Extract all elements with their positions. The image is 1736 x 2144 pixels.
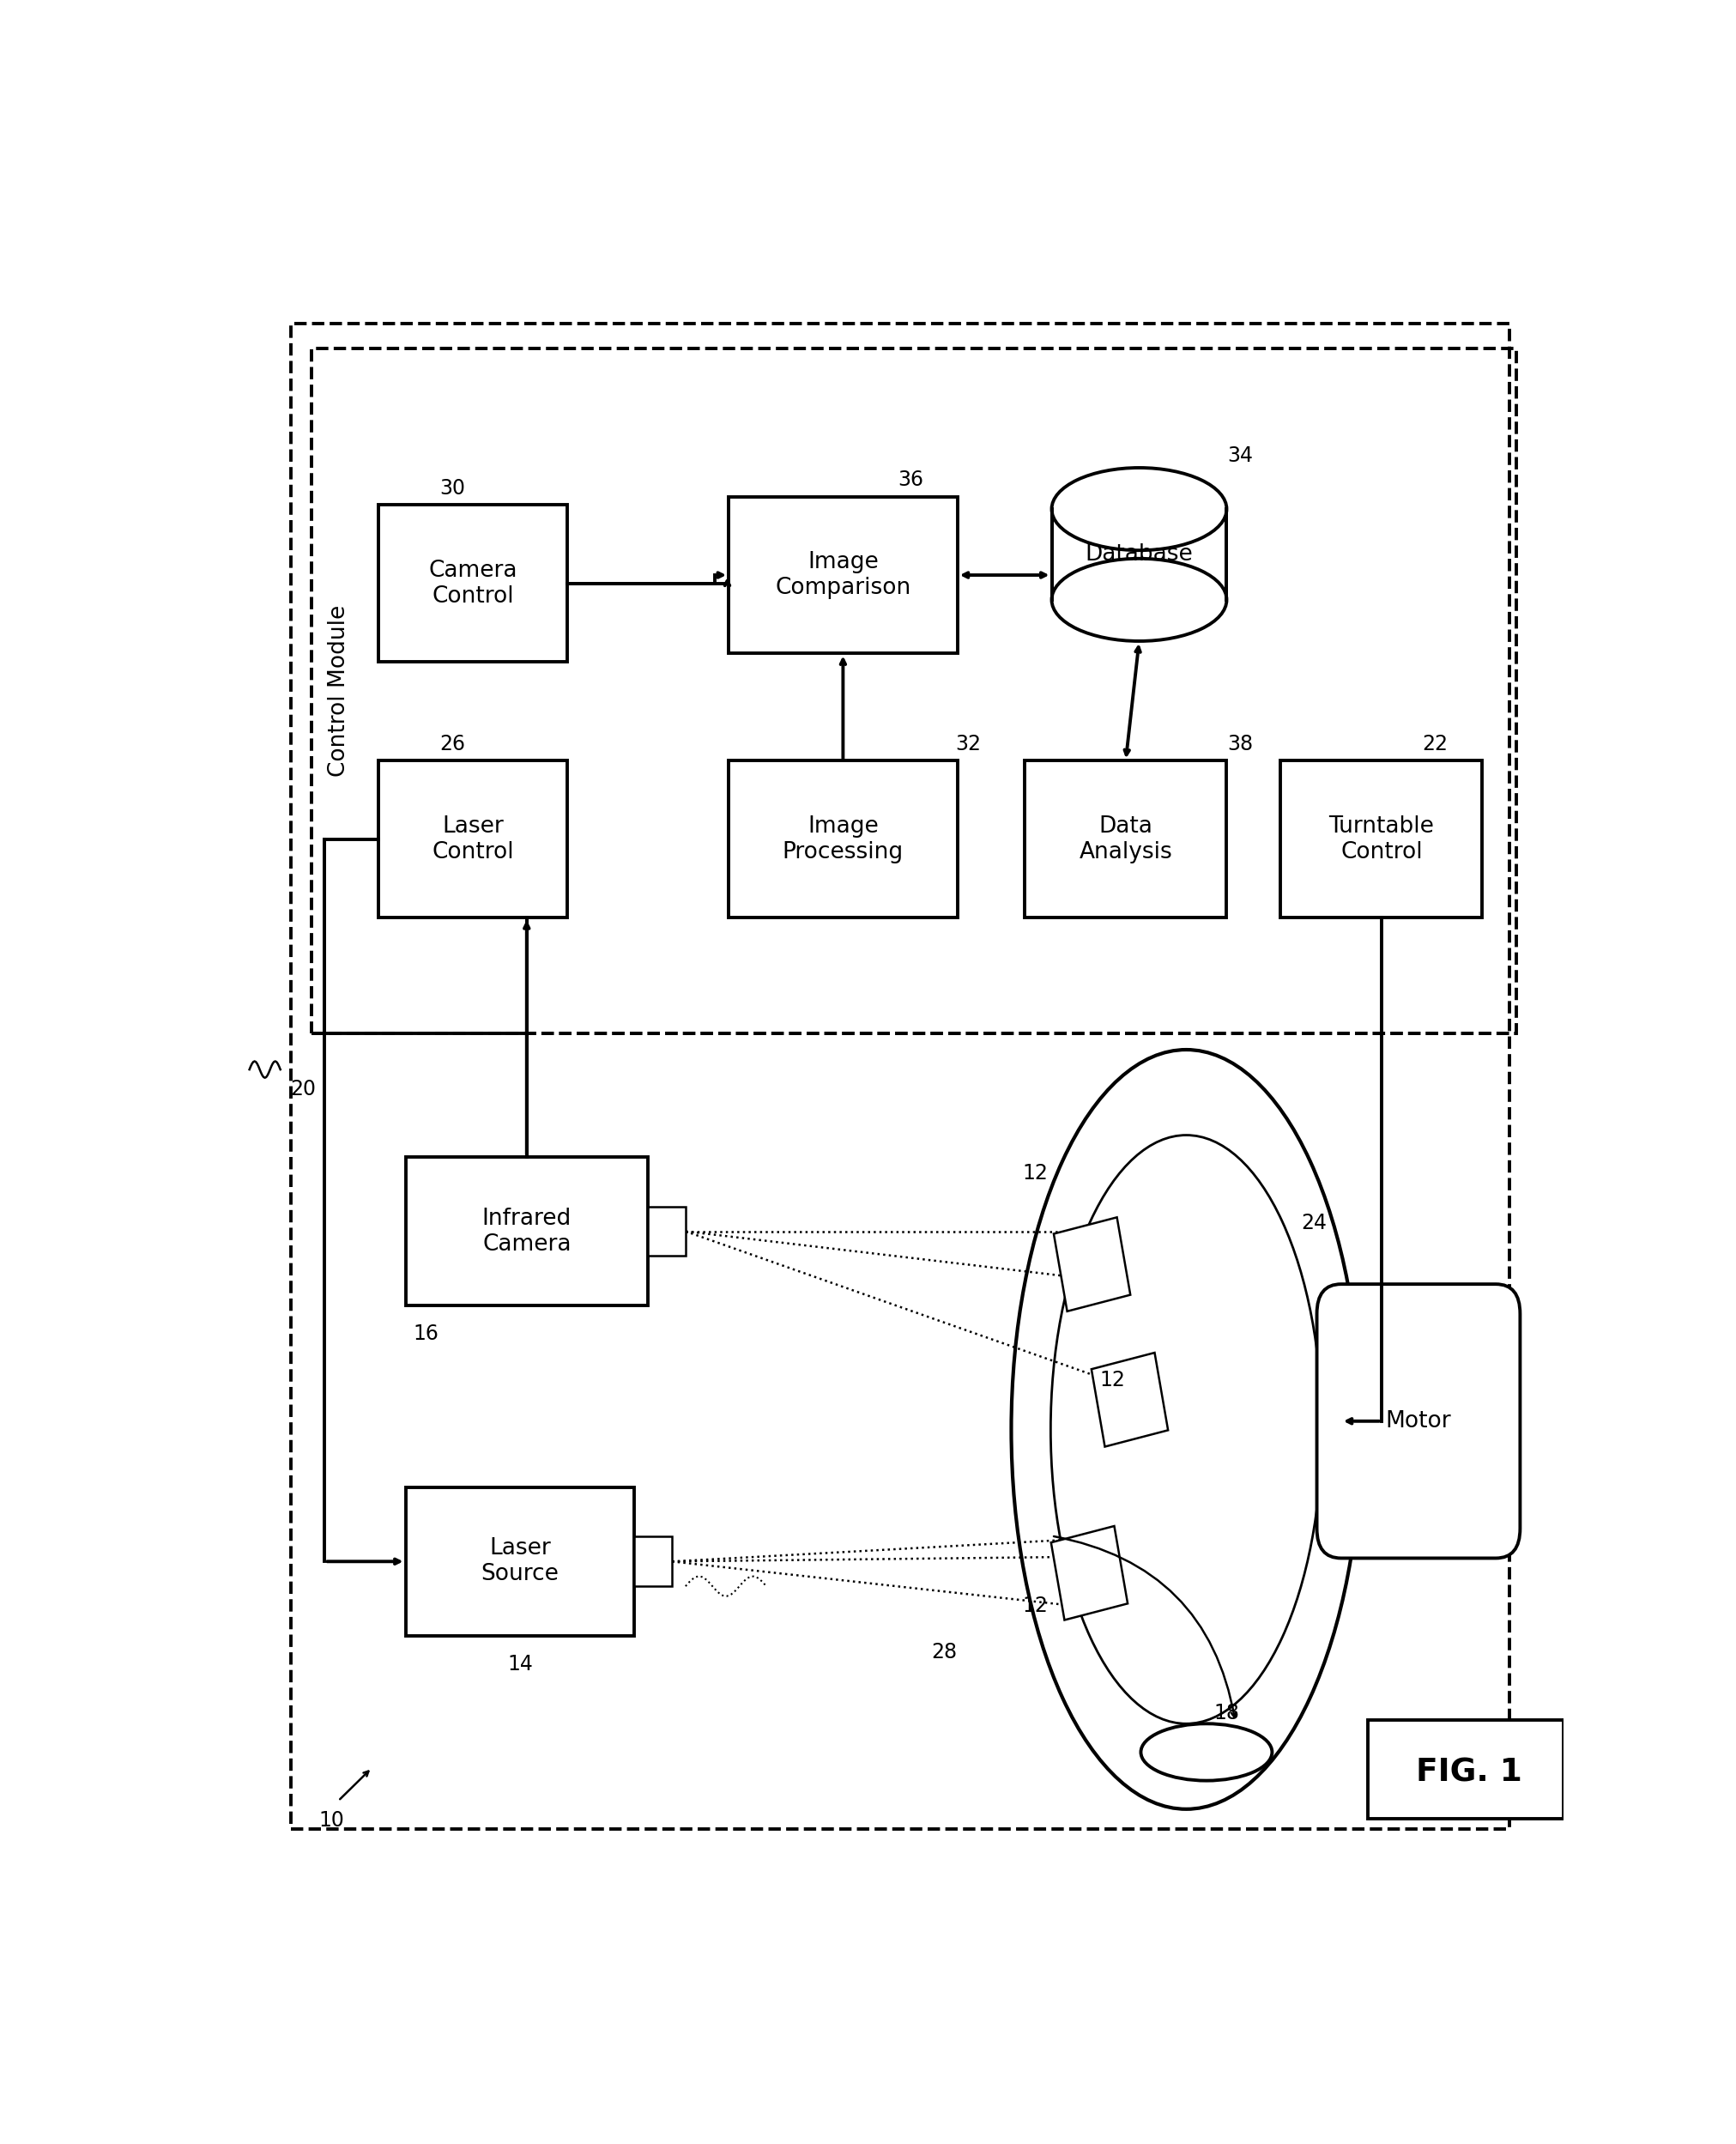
- Text: Camera
Control: Camera Control: [429, 560, 517, 607]
- Ellipse shape: [1052, 467, 1226, 551]
- Text: 28: 28: [930, 1642, 957, 1662]
- Bar: [378, 506, 568, 662]
- Bar: [634, 1537, 672, 1587]
- Text: 36: 36: [898, 470, 924, 491]
- Bar: [1024, 761, 1226, 918]
- Text: 32: 32: [955, 733, 981, 755]
- Text: 20: 20: [290, 1078, 316, 1100]
- Text: 12: 12: [1099, 1370, 1125, 1389]
- Bar: [1279, 761, 1483, 918]
- Bar: [1050, 1527, 1127, 1621]
- Text: Turntable
Control: Turntable Control: [1328, 815, 1434, 864]
- Ellipse shape: [1141, 1724, 1271, 1782]
- Bar: [378, 761, 568, 918]
- Text: 16: 16: [413, 1323, 439, 1344]
- Text: Data
Analysis: Data Analysis: [1078, 815, 1172, 864]
- Text: 12: 12: [1023, 1595, 1049, 1617]
- Text: FIG. 1: FIG. 1: [1415, 1758, 1521, 1788]
- Text: Database: Database: [1085, 542, 1193, 566]
- Text: 24: 24: [1300, 1214, 1326, 1233]
- Bar: [1368, 1719, 1562, 1818]
- FancyBboxPatch shape: [1316, 1284, 1519, 1559]
- Bar: [406, 1488, 634, 1636]
- Text: 14: 14: [507, 1653, 533, 1674]
- Text: Image
Comparison: Image Comparison: [774, 551, 910, 598]
- Text: Motor: Motor: [1385, 1411, 1451, 1432]
- Text: 10: 10: [318, 1810, 344, 1831]
- Text: Laser
Source: Laser Source: [481, 1537, 559, 1587]
- Bar: [729, 497, 957, 654]
- Ellipse shape: [1050, 1134, 1321, 1724]
- Ellipse shape: [1052, 560, 1226, 641]
- Text: 38: 38: [1227, 733, 1252, 755]
- Text: Infrared
Camera: Infrared Camera: [481, 1207, 571, 1256]
- Text: 34: 34: [1227, 446, 1252, 465]
- Bar: [1052, 508, 1226, 600]
- Bar: [406, 1158, 648, 1306]
- Text: 12: 12: [1023, 1164, 1049, 1183]
- Text: Control Module: Control Module: [328, 605, 349, 776]
- Bar: [1054, 1218, 1130, 1312]
- Text: Image
Processing: Image Processing: [783, 815, 903, 864]
- Text: Laser
Control: Laser Control: [432, 815, 514, 864]
- Text: 22: 22: [1422, 733, 1448, 755]
- Text: 30: 30: [439, 478, 465, 500]
- Bar: [648, 1207, 686, 1256]
- Bar: [729, 761, 957, 918]
- Ellipse shape: [1010, 1051, 1361, 1810]
- Bar: [311, 347, 1516, 1033]
- Text: 26: 26: [439, 733, 465, 755]
- Bar: [1090, 1353, 1168, 1447]
- Text: 18: 18: [1213, 1702, 1240, 1724]
